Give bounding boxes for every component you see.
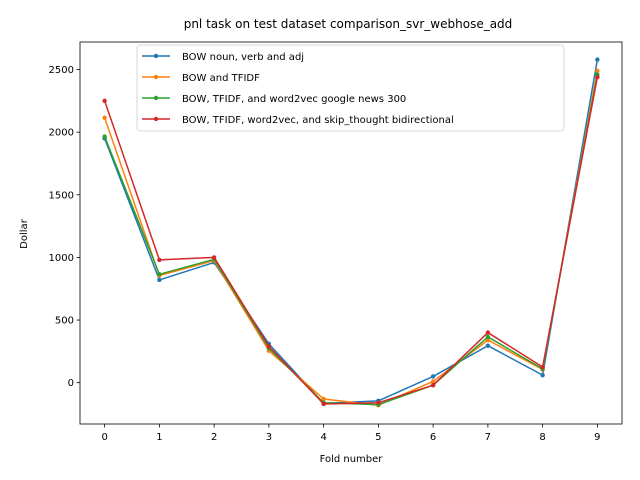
series-3-point-8 [540,364,545,370]
x-tick-label-1: 1 [156,432,162,443]
x-tick-label-7: 7 [485,432,491,443]
legend-label-2: BOW, TFIDF, and word2vec google news 300 [182,94,406,105]
legend-label-0: BOW noun, verb and adj [182,52,304,63]
legend-marker-2 [153,95,159,101]
series-0-point-1 [157,277,162,283]
series-0-point-6 [430,374,436,379]
series-3-point-7 [485,330,491,335]
x-axis-label: Fold number [320,454,384,465]
series-2-point-0 [102,134,107,139]
series-3-point-6 [430,382,436,388]
series-2-point-1 [157,272,162,277]
chart-title: pnl task on test dataset comparison_svr_… [184,17,513,31]
series-line-1 [103,70,599,406]
y-tick-label-0: 0 [68,378,74,389]
legend-label-3: BOW, TFIDF, word2vec, and skip_thought b… [182,115,454,126]
series-2-point-7 [485,334,491,340]
x-tick-label-4: 4 [320,432,326,443]
series-3-point-0 [102,98,107,104]
legend-marker-3 [153,116,159,122]
series-1-point-0 [102,115,107,120]
legend-marker-0 [153,53,159,59]
series-1-point-4 [321,396,326,402]
series-0-point-9 [595,57,600,62]
y-axis-label: Dollar [19,218,30,249]
series-1-point-6 [430,379,436,384]
y-tick-label-5: 2500 [49,65,74,76]
x-tick-label-2: 2 [211,432,217,443]
series-layer [102,57,600,408]
series-0-point-8 [540,372,545,378]
plot-area [79,41,623,425]
x-tick-label-3: 3 [266,432,272,443]
x-tick-label-0: 0 [101,432,107,443]
x-tick-label-5: 5 [375,432,381,443]
x-tick-label-6: 6 [430,432,436,443]
series-3-point-1 [157,257,162,263]
y-axis: 0 500 1000 1500 2000 2500 [49,65,80,389]
legend-marker-1 [153,74,159,80]
series-3-point-5 [376,400,381,405]
plot-frame [79,41,623,425]
y-tick-label-2: 1000 [49,253,74,264]
series-line-3 [103,76,599,405]
series-3-point-3 [266,344,272,349]
series-3-point-9 [595,74,600,80]
x-tick-label-9: 9 [594,432,600,443]
y-tick-label-4: 2000 [49,128,74,139]
x-tick-label-8: 8 [539,432,545,443]
legend-frame [136,44,565,132]
series-3-point-4 [321,401,326,407]
legend: BOW noun, verb and adj BOW and TFIDF BOW, … [136,44,565,132]
series-3-point-2 [211,255,217,260]
x-axis: 0 1 2 3 4 5 6 7 8 9 [101,424,601,443]
y-tick-label-3: 1500 [49,190,74,201]
series-3 [102,74,600,407]
series-1-point-7 [485,337,491,343]
legend-label-1: BOW and TFIDF [182,73,260,84]
series-0-point-7 [485,343,491,348]
y-tick-label-1: 500 [55,316,74,327]
series-1-point-9 [595,68,600,74]
